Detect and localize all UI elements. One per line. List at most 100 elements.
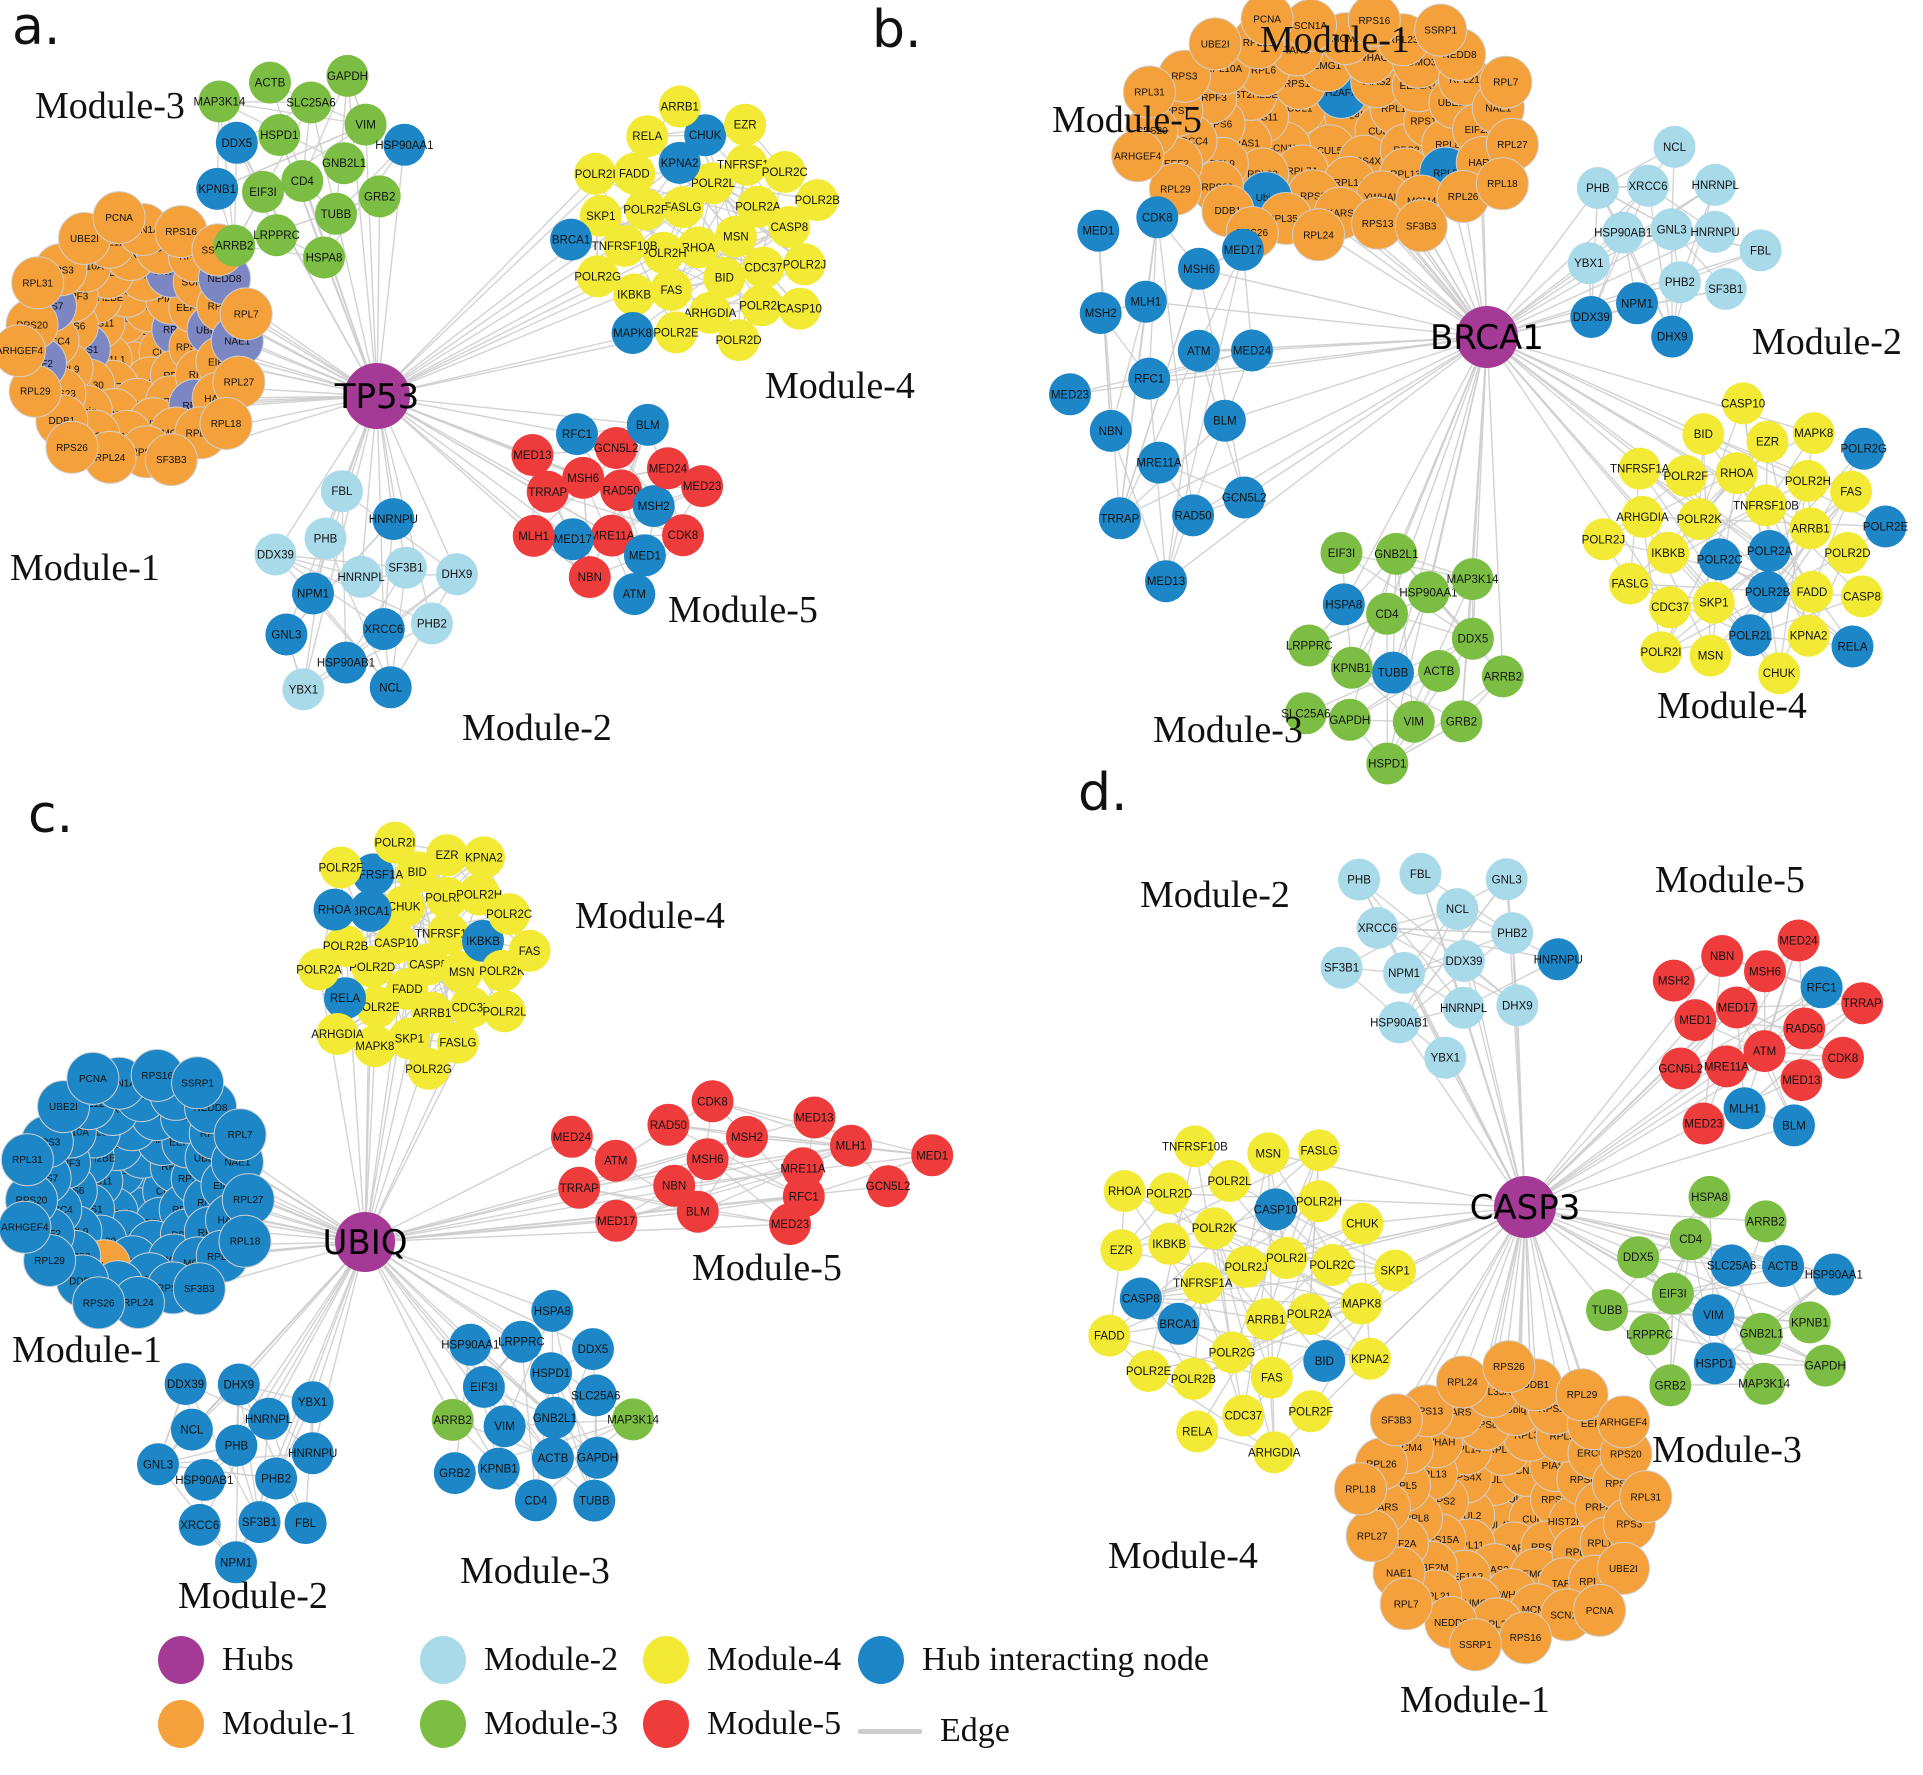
node-BLM bbox=[676, 1190, 719, 1233]
node-ARRB1 bbox=[1789, 507, 1832, 550]
node-MAPK8 bbox=[353, 1025, 396, 1068]
node-FASLG bbox=[1609, 562, 1651, 605]
node-UBE2I bbox=[1596, 1541, 1650, 1595]
edge bbox=[1649, 1333, 1826, 1367]
node-IKBKB bbox=[1148, 1222, 1191, 1265]
node-RAD50 bbox=[1783, 1007, 1826, 1050]
node-HNRNPL bbox=[1694, 163, 1737, 206]
module-label-a: Module-5 bbox=[668, 589, 818, 631]
node-ARRB2 bbox=[1481, 655, 1524, 698]
node-VIM bbox=[344, 103, 387, 146]
node-CHUK bbox=[383, 885, 426, 928]
node-POLR2B bbox=[1172, 1357, 1215, 1400]
module-label-b: Module-3 bbox=[1153, 709, 1303, 751]
edge bbox=[1109, 1334, 1273, 1379]
edge bbox=[235, 1384, 240, 1563]
node-SF3B1 bbox=[1320, 946, 1363, 989]
node-MAPK8 bbox=[1340, 1282, 1383, 1325]
node-CDK8 bbox=[1822, 1036, 1864, 1079]
node-LRPPRC bbox=[1288, 624, 1331, 667]
module-label-c: Module-4 bbox=[575, 895, 725, 937]
hub-edge bbox=[376, 246, 699, 397]
node-ARHGDIA bbox=[689, 291, 732, 334]
node-PCNA bbox=[66, 1051, 120, 1105]
node-POLR2L bbox=[1729, 614, 1772, 657]
hub-edge bbox=[376, 173, 596, 397]
node-FADD bbox=[1088, 1314, 1131, 1357]
node-POLR2D bbox=[1148, 1172, 1191, 1215]
hub-edge bbox=[238, 1241, 366, 1385]
panel-letter-a: a. bbox=[12, 0, 60, 57]
hub-edge bbox=[376, 226, 790, 397]
node-CDC37 bbox=[1222, 1394, 1265, 1437]
edge bbox=[1341, 878, 1508, 969]
node-POLR2G bbox=[1211, 1331, 1253, 1374]
node-KPNA2 bbox=[658, 141, 701, 184]
node-NCL bbox=[369, 666, 412, 709]
node-RELA bbox=[324, 977, 366, 1020]
node-RPS16 bbox=[1347, 0, 1401, 47]
module-label-b: Module-1 bbox=[1260, 19, 1410, 61]
node-DDX5 bbox=[572, 1328, 614, 1371]
node-POLR2D bbox=[1826, 531, 1869, 574]
node-CASP10 bbox=[1722, 382, 1765, 425]
hub-edge bbox=[1486, 228, 1672, 338]
node-ARRB2 bbox=[431, 1398, 474, 1441]
edge bbox=[1680, 986, 1822, 1070]
node-SSRP1 bbox=[1414, 3, 1468, 57]
edge bbox=[285, 518, 394, 635]
node-POLR2J bbox=[783, 243, 826, 286]
node-HSP90AB1 bbox=[1378, 1001, 1421, 1044]
node-FASLG bbox=[1298, 1129, 1341, 1172]
node-KPNB1 bbox=[477, 1447, 520, 1490]
node-ACTB bbox=[1762, 1245, 1805, 1287]
node-RPL24 bbox=[1435, 1355, 1489, 1409]
node-GCN5L2 bbox=[595, 427, 638, 469]
node-PHB2 bbox=[1658, 261, 1701, 304]
node-MED23 bbox=[769, 1203, 811, 1246]
module-label-c: Module-1 bbox=[12, 1329, 162, 1371]
node-HSP90AA1 bbox=[1812, 1253, 1855, 1296]
panel-letter-d: d. bbox=[1078, 763, 1128, 823]
edge bbox=[803, 1154, 933, 1198]
edge bbox=[1358, 879, 1518, 1006]
hub-edge bbox=[364, 1241, 553, 1312]
edge bbox=[712, 1100, 852, 1147]
node-ARRB1 bbox=[658, 85, 701, 128]
node-SF3B3 bbox=[1394, 199, 1448, 253]
node-CHUK bbox=[1758, 652, 1801, 695]
node-SF3B1 bbox=[384, 546, 427, 589]
node-NPM1 bbox=[292, 572, 334, 615]
node-MSN bbox=[714, 215, 757, 258]
edge bbox=[697, 1145, 852, 1213]
node-CASP8 bbox=[768, 206, 811, 248]
node-NCL bbox=[170, 1408, 213, 1451]
node-RAD50 bbox=[1172, 494, 1215, 537]
node-RHOA bbox=[313, 888, 356, 931]
node-CASP10 bbox=[1254, 1188, 1297, 1231]
hub-edge bbox=[1419, 873, 1526, 1208]
node-PCNA bbox=[92, 191, 146, 245]
edge bbox=[1714, 1221, 1767, 1364]
hub-edge bbox=[310, 102, 378, 397]
node-ARHGEF4 bbox=[1111, 129, 1165, 183]
hub-edge bbox=[1395, 336, 1488, 555]
node-HSPA8 bbox=[531, 1289, 574, 1332]
node-GCN5L2 bbox=[1223, 476, 1266, 519]
module-label-a: Module-4 bbox=[765, 365, 915, 407]
node-POLR2K bbox=[1678, 498, 1721, 541]
node-TNFRSF1A bbox=[352, 853, 395, 896]
node-RPL18 bbox=[199, 397, 253, 450]
node-IKBKB bbox=[613, 273, 656, 316]
hub-edge bbox=[1145, 301, 1488, 338]
module-label-c: Module-5 bbox=[692, 1247, 842, 1289]
node-ATM bbox=[594, 1139, 637, 1182]
node-YBX1 bbox=[282, 668, 325, 711]
node-HSPD1 bbox=[1366, 742, 1409, 785]
node-RHOA bbox=[1715, 452, 1758, 495]
module-label-a: Module-3 bbox=[35, 85, 185, 127]
node-RAD50 bbox=[600, 469, 643, 512]
node-HSPD1 bbox=[530, 1352, 572, 1395]
node-RAD50 bbox=[647, 1103, 690, 1146]
node-PHB2 bbox=[255, 1457, 298, 1500]
